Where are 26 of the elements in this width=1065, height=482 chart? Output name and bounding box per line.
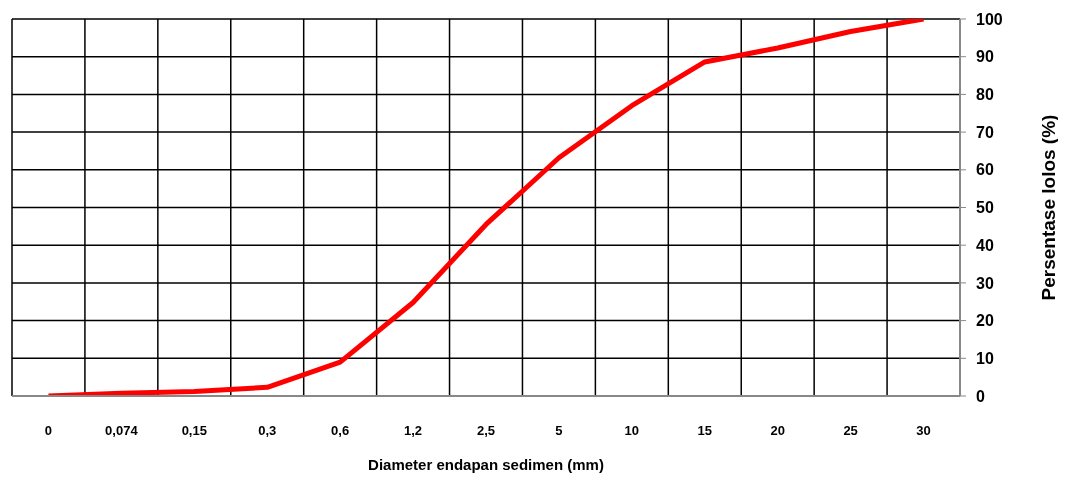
x-tick-label: 0,6 [331,423,350,439]
x-tick-label: 20 [770,423,785,439]
y-axis-title: Persentase lolos (%) [1037,114,1059,301]
x-tick-label: 0,074 [105,423,139,439]
x-tick-label: 0,3 [258,423,277,439]
x-tick-label: 5 [555,423,563,439]
y-tick-label: 20 [976,312,994,330]
x-tick-label: 0,15 [181,423,207,439]
x-tick-label: 0 [44,423,53,439]
x-axis-title: Diameter endapan sedimen (mm) [368,456,604,473]
y-tick-label: 60 [976,161,994,179]
y-tick-label: 30 [976,274,994,292]
x-tick-label: 10 [624,423,640,439]
x-tick-label: 25 [843,423,858,439]
y-tick-label: 10 [976,349,994,367]
y-tick-label: 80 [976,86,994,104]
y-tick-label: 0 [976,387,985,405]
y-tick-label: 100 [976,10,1003,28]
y-tick-label: 70 [976,123,994,141]
x-tick-label: 1,2 [404,423,423,439]
y-tick-label: 90 [976,48,994,66]
x-tick-label: 2,5 [476,423,496,439]
y-tick-label: 50 [976,199,994,217]
y-tick-label: 40 [976,236,994,254]
x-tick-label: 15 [697,423,712,439]
x-tick-label: 30 [916,423,931,439]
